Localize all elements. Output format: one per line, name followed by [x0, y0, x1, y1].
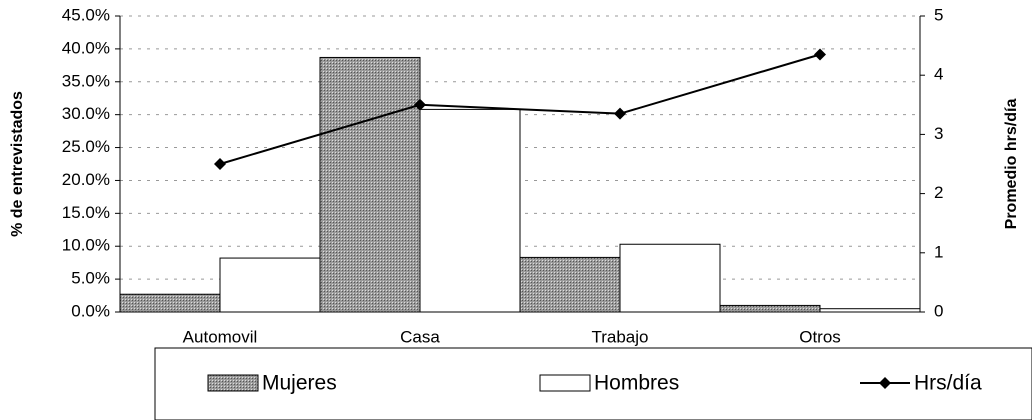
- line-marker: [214, 158, 226, 170]
- x-tick-label: Trabajo: [591, 327, 648, 346]
- y-tick-label: 35.0%: [62, 71, 110, 90]
- y-tick-label: 25.0%: [62, 137, 110, 156]
- y-tick-label: 20.0%: [62, 170, 110, 189]
- bar: [719, 304, 821, 313]
- line-series: [219, 53, 821, 165]
- line-marker: [414, 98, 426, 111]
- y2-tick-label: 1: [934, 242, 943, 261]
- x-tick-label: Automovil: [183, 327, 258, 346]
- bar: [519, 256, 621, 313]
- bar: [119, 293, 221, 313]
- x-tick-label: Casa: [400, 327, 440, 346]
- y-tick-label: 15.0%: [62, 203, 110, 222]
- legend-swatch: [539, 374, 591, 392]
- y2-axis-title: Promedio hrs/día: [1003, 99, 1020, 230]
- legend-label: Hrs/día: [914, 372, 982, 395]
- line-marker: [814, 48, 826, 61]
- y2-tick-label: 4: [934, 65, 943, 84]
- bar: [219, 257, 321, 313]
- y-tick-label: 5.0%: [71, 269, 110, 288]
- y-tick-label: 30.0%: [62, 104, 110, 123]
- bar: [319, 56, 421, 313]
- line-marker: [614, 107, 626, 120]
- x-tick-label: Otros: [799, 327, 841, 346]
- legend-label: Hombres: [594, 372, 679, 395]
- y-axis-title: % de entrevistados: [9, 91, 26, 237]
- y2-tick-label: 5: [934, 5, 943, 24]
- y2-tick-label: 0: [934, 301, 943, 320]
- y2-tick-label: 2: [934, 183, 943, 202]
- y-tick-label: 40.0%: [62, 38, 110, 57]
- bar: [619, 243, 721, 313]
- y-tick-label: 10.0%: [62, 236, 110, 255]
- legend-swatch: [207, 374, 259, 392]
- y-tick-label: 0.0%: [71, 301, 110, 320]
- legend-marker: [879, 377, 891, 389]
- y-tick-label: 45.0%: [62, 5, 110, 24]
- y2-tick-label: 3: [934, 124, 943, 143]
- bar: [419, 108, 521, 313]
- legend-label: Mujeres: [262, 372, 337, 395]
